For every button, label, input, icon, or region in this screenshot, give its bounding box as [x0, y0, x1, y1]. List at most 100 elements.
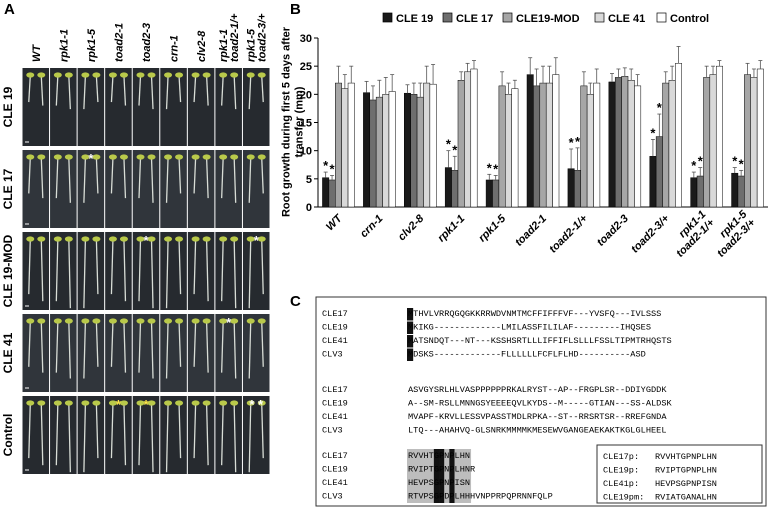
significance-mark: * — [446, 137, 452, 152]
photo-cell — [105, 150, 132, 228]
root — [55, 403, 59, 466]
cotyledon — [108, 400, 117, 406]
y-tick-label: 10 — [300, 146, 312, 158]
cotyledon — [175, 236, 184, 242]
photo-cell — [215, 232, 242, 310]
photo-cell — [77, 396, 105, 474]
photo-cell — [132, 68, 160, 146]
cotyledon — [257, 154, 266, 160]
root — [150, 75, 154, 110]
cotyledon — [108, 318, 117, 324]
legend-label: CLE 41 — [608, 13, 645, 25]
photo-cell — [132, 314, 160, 392]
photo-cell — [215, 314, 242, 392]
root — [233, 75, 237, 110]
cotyledon — [191, 236, 200, 242]
significance-mark: * — [739, 156, 745, 171]
sequence: RVIPTGPNPLHNR — [408, 465, 475, 475]
root — [138, 403, 142, 466]
photo-cell — [50, 314, 77, 392]
photo-cell — [160, 232, 187, 310]
cotyledon — [257, 72, 266, 78]
bar — [363, 92, 371, 208]
root — [233, 403, 237, 473]
bar — [457, 80, 465, 208]
root — [248, 239, 252, 309]
root — [40, 403, 44, 466]
root — [165, 239, 169, 309]
root — [95, 157, 99, 194]
column-label: toad2-3 — [141, 23, 153, 62]
bar — [655, 136, 663, 208]
cotyledon — [37, 236, 46, 242]
highlight-strong — [439, 449, 445, 503]
cotyledon — [230, 236, 239, 242]
sequence: HEVPSGPNPISN — [408, 478, 470, 488]
x-tick-label: toad2-3/+ — [629, 212, 672, 255]
root — [178, 239, 182, 295]
cotyledon — [175, 154, 184, 160]
bar — [715, 65, 723, 208]
bar — [328, 179, 336, 208]
bar — [586, 94, 594, 208]
cotyledon — [81, 72, 90, 78]
cotyledon — [53, 318, 62, 324]
significance-mark: * — [575, 134, 581, 149]
root — [138, 157, 142, 199]
photo-cell — [160, 314, 187, 392]
highlight-strong — [449, 449, 455, 503]
sequence: MVAPF-KRVLLESSVPASSTMDLRPKA--ST--RRSRTSR… — [408, 412, 667, 422]
root — [95, 75, 99, 103]
bar — [709, 74, 717, 208]
x-tick-label: clv2-8 — [396, 212, 427, 243]
bar — [649, 156, 657, 208]
root — [110, 403, 114, 459]
cotyledon — [175, 318, 184, 324]
root — [178, 75, 182, 103]
bar — [369, 99, 377, 208]
root — [83, 403, 87, 473]
legend-swatch — [594, 12, 605, 23]
cotyledon — [81, 400, 90, 406]
root — [165, 75, 169, 110]
cotyledon — [191, 400, 200, 406]
significance-mark: * — [657, 100, 663, 115]
bar — [347, 82, 355, 208]
cotyledon — [64, 318, 73, 324]
column-label: rpk1-5 — [86, 28, 98, 62]
root — [28, 239, 31, 295]
cotyledon — [147, 236, 156, 242]
legend-label: CLE19-MOD — [516, 13, 580, 25]
root — [123, 403, 127, 466]
cotyledon — [119, 318, 128, 324]
significance-mark: * — [698, 154, 704, 169]
root — [205, 321, 209, 373]
sequence-name: CLV3 — [322, 350, 343, 360]
highlight-strong — [407, 348, 414, 361]
significance-mark: * — [487, 160, 493, 175]
root — [95, 321, 99, 367]
root — [150, 403, 154, 473]
sequence-name: CLE17 — [322, 309, 348, 319]
x-tick-label: toad2-1/+ — [547, 212, 590, 255]
bar — [552, 74, 560, 208]
sequence: A--SM-RSLLMNNGSYEEEEQVLKYDS--M-----GTIAN… — [408, 399, 673, 409]
bar — [608, 81, 616, 208]
cotyledon — [37, 318, 46, 324]
y-axis-title-line: transfer (mm) — [294, 86, 306, 157]
bar — [492, 179, 500, 208]
significance-mark: * — [650, 125, 656, 140]
sequence-name: CLE19 — [322, 323, 348, 333]
photo-cell — [187, 150, 215, 228]
cotyledon — [246, 236, 255, 242]
bar — [382, 94, 390, 208]
root — [138, 75, 142, 106]
root — [178, 403, 182, 459]
legend-swatch — [442, 12, 453, 23]
sequence-name: CLE17 — [322, 385, 348, 395]
photo-cell — [132, 232, 160, 310]
root — [261, 403, 264, 459]
cotyledon — [119, 72, 128, 78]
root — [83, 75, 87, 110]
